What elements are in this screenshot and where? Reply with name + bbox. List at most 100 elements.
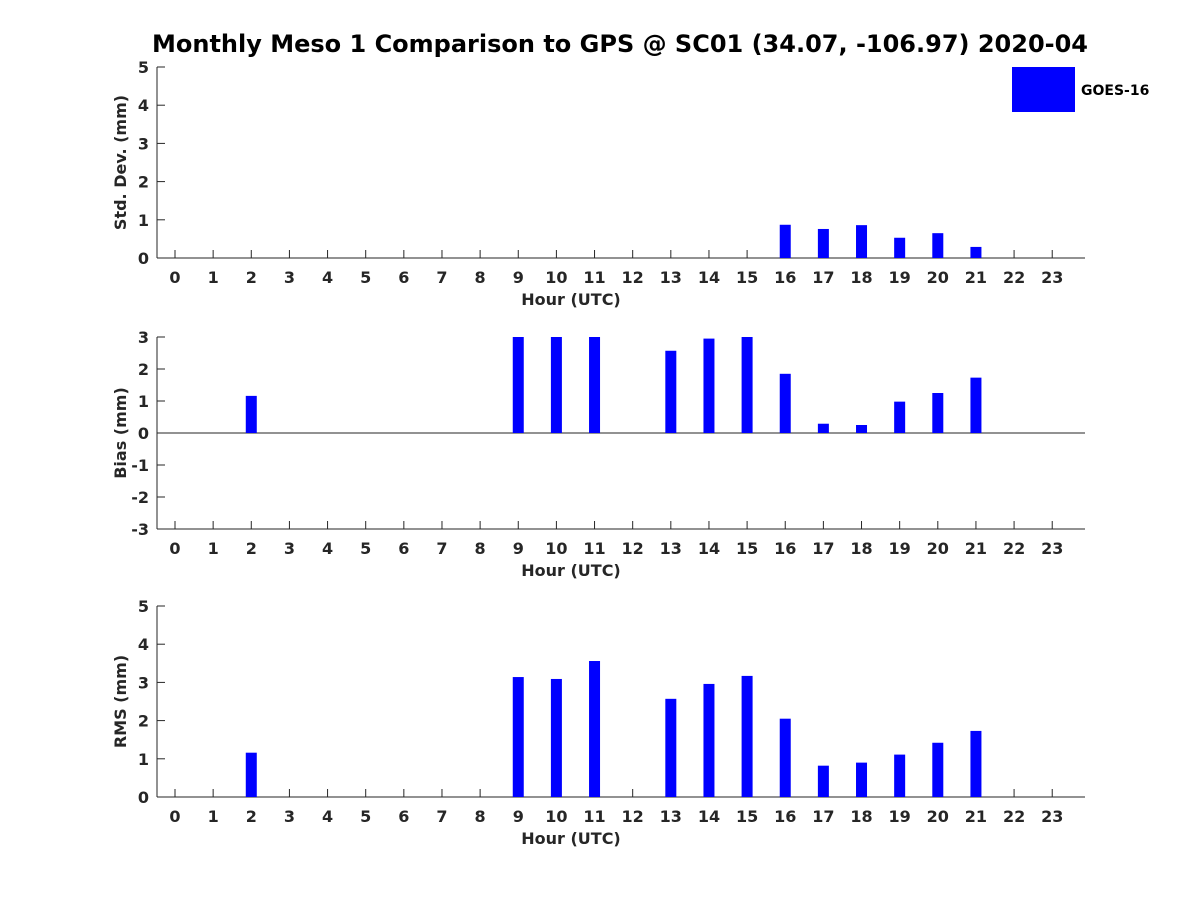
legend-swatch <box>1012 67 1075 112</box>
y-tick-label: -2 <box>131 488 149 507</box>
bar-hour-20 <box>932 233 944 258</box>
x-tick-label: 13 <box>660 268 682 287</box>
x-tick-label: 11 <box>583 807 605 826</box>
x-tick-label: 9 <box>513 807 524 826</box>
x-tick-label: 13 <box>660 807 682 826</box>
bar-hour-14 <box>703 338 715 433</box>
x-tick-label: 8 <box>475 807 486 826</box>
x-tick-label: 19 <box>889 539 911 558</box>
x-tick-label: 7 <box>436 807 447 826</box>
x-tick-label: 19 <box>889 268 911 287</box>
x-tick-label: 5 <box>360 807 371 826</box>
x-tick-label: 12 <box>622 539 644 558</box>
bar-hour-13 <box>665 350 677 433</box>
x-tick-label: 15 <box>736 268 758 287</box>
bar-hour-17 <box>817 423 829 433</box>
x-tick-label: 15 <box>736 807 758 826</box>
x-tick-label: 4 <box>322 539 333 558</box>
bar-hour-9 <box>512 337 524 433</box>
bar-hour-21 <box>970 730 982 797</box>
y-tick-label: 2 <box>138 360 149 379</box>
x-tick-label: 4 <box>322 268 333 287</box>
bar-hour-2 <box>245 395 257 433</box>
x-tick-label: 3 <box>284 807 295 826</box>
bar-hour-19 <box>894 401 906 433</box>
bar-hour-10 <box>550 678 562 797</box>
y-tick-label: 2 <box>138 712 149 731</box>
y-tick-label: -1 <box>131 456 149 475</box>
x-tick-label: 18 <box>850 539 872 558</box>
y-tick-label: 3 <box>138 134 149 153</box>
bar-hour-15 <box>741 675 753 797</box>
x-tick-label: 2 <box>246 268 257 287</box>
bar-hour-17 <box>817 765 829 797</box>
x-tick-label: 21 <box>965 807 987 826</box>
x-tick-label: 15 <box>736 539 758 558</box>
x-tick-label: 6 <box>398 807 409 826</box>
x-tick-label: 3 <box>284 268 295 287</box>
x-tick-label: 23 <box>1041 539 1063 558</box>
x-tick-label: 2 <box>246 539 257 558</box>
bar-hour-21 <box>970 246 982 258</box>
x-axis-label: Hour (UTC) <box>521 829 621 848</box>
legend: GOES-16 <box>1012 67 1149 112</box>
x-tick-label: 0 <box>169 268 180 287</box>
y-tick-label: 4 <box>138 96 149 115</box>
x-tick-label: 8 <box>475 539 486 558</box>
y-tick-label: 3 <box>138 328 149 347</box>
x-tick-label: 23 <box>1041 807 1063 826</box>
x-tick-label: 21 <box>965 539 987 558</box>
x-tick-label: 6 <box>398 268 409 287</box>
y-tick-label: 0 <box>138 788 149 807</box>
bar-hour-15 <box>741 337 753 433</box>
bar-hour-19 <box>894 237 906 258</box>
bar-hour-20 <box>932 742 944 797</box>
bar-hour-18 <box>856 425 868 433</box>
y-tick-label: 1 <box>138 750 149 769</box>
bar-hour-19 <box>894 754 906 797</box>
x-tick-label: 17 <box>812 268 834 287</box>
x-tick-label: 16 <box>774 268 796 287</box>
x-tick-label: 3 <box>284 539 295 558</box>
chart-title: Monthly Meso 1 Comparison to GPS @ SC01 … <box>151 30 1088 58</box>
y-tick-label: -3 <box>131 520 149 539</box>
bar-hour-2 <box>245 752 257 797</box>
x-tick-label: 7 <box>436 268 447 287</box>
x-tick-label: 22 <box>1003 539 1025 558</box>
x-tick-label: 14 <box>698 807 720 826</box>
x-tick-label: 1 <box>208 539 219 558</box>
x-tick-label: 17 <box>812 539 834 558</box>
x-tick-label: 14 <box>698 268 720 287</box>
y-tick-label: 0 <box>138 424 149 443</box>
x-tick-label: 12 <box>622 807 644 826</box>
bar-hour-21 <box>970 377 982 433</box>
x-tick-label: 10 <box>545 268 567 287</box>
x-tick-label: 18 <box>850 268 872 287</box>
y-tick-label: 5 <box>138 597 149 616</box>
y-tick-label: 1 <box>138 392 149 411</box>
y-axis-label: RMS (mm) <box>111 655 130 748</box>
bar-hour-18 <box>856 762 868 797</box>
y-tick-label: 1 <box>138 211 149 230</box>
x-tick-label: 21 <box>965 268 987 287</box>
x-tick-label: 22 <box>1003 268 1025 287</box>
bar-hour-16 <box>779 718 791 797</box>
y-tick-label: 5 <box>138 58 149 77</box>
y-tick-label: 0 <box>138 249 149 268</box>
x-tick-label: 1 <box>208 268 219 287</box>
x-tick-label: 9 <box>513 268 524 287</box>
x-tick-label: 5 <box>360 539 371 558</box>
bar-hour-16 <box>779 224 791 258</box>
x-tick-label: 19 <box>889 807 911 826</box>
x-tick-label: 5 <box>360 268 371 287</box>
x-tick-label: 14 <box>698 539 720 558</box>
x-tick-label: 10 <box>545 539 567 558</box>
x-tick-label: 9 <box>513 539 524 558</box>
bar-hour-18 <box>856 225 868 258</box>
x-tick-label: 13 <box>660 539 682 558</box>
bar-hour-14 <box>703 683 715 797</box>
x-tick-label: 0 <box>169 807 180 826</box>
